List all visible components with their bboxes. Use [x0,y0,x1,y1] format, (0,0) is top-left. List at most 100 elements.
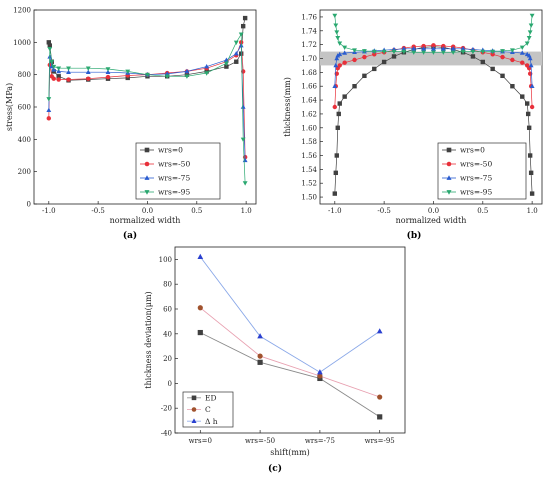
data-point [336,111,341,117]
y-tick-label: 200 [18,168,31,176]
y-tick-label: 600 [18,104,31,112]
data-point [520,94,525,99]
legend-marker [446,175,452,180]
x-tick-label: 0.5 [191,207,202,215]
data-point [105,74,111,80]
chart-panel-a: 0 200 400 600 800 1000 1200 -1.0 -0.5 0.0 0.5 1.0 no… [5,7,257,241]
y-tick-label: 800 [18,71,31,79]
data-point [337,51,343,57]
data-point [441,43,446,49]
legend-marker [144,175,150,180]
data-point [520,60,525,65]
data-point [204,71,210,76]
data-point [125,75,130,81]
data-point [334,153,339,158]
x-tick-label: -1.0 [328,207,342,215]
data-point [51,64,57,70]
y-axis-label: thickness deviation(μm) [144,291,153,388]
y-tick-label: 1.72 [301,41,317,49]
data-point [47,43,52,48]
data-point [105,67,111,72]
data-point [164,71,170,76]
data-point [525,111,531,117]
data-point [362,54,367,60]
data-point [333,23,339,28]
x-axis-label: normalized width [110,216,181,225]
x-axis-label: normalized width [396,216,467,225]
data-point [377,394,383,400]
data-point [46,40,51,45]
data-point [401,46,407,51]
data-point [197,305,203,311]
panel-label: (a) [123,230,137,241]
data-point [529,83,535,88]
legend-label: wrs=-95 [158,188,190,197]
data-point [490,49,496,55]
data-point [526,125,532,130]
data-point [317,369,323,375]
legend-marker [144,161,150,167]
y-tick-label: 1000 [13,39,31,47]
x-tick-label: 0.5 [477,207,488,215]
legend-label: wrs=-75 [460,174,492,183]
data-point [56,74,61,79]
data-point [362,73,367,79]
data-point [528,23,534,28]
series-line [200,332,380,418]
x-tick-label: 0.0 [142,207,153,215]
data-point [56,68,62,74]
data-point [527,55,533,61]
data-point [342,50,348,55]
data-point [510,84,515,89]
data-point [46,107,52,112]
data-point [470,54,476,59]
data-point [164,74,170,79]
data-point [240,137,246,142]
legend-label: C [205,405,211,414]
legend-marker [446,147,452,153]
y-tick-label: 1.56 [301,152,317,160]
y-tick-label: 1.74 [301,27,317,35]
data-point [490,66,495,72]
y-tick-label: 100 [159,256,172,264]
data-point [440,50,446,55]
data-point [337,63,342,68]
data-point [361,49,367,54]
data-point [223,61,229,66]
data-point [480,59,485,65]
data-point [47,47,53,52]
data-point [377,414,383,420]
y-tick-label: 1.58 [301,138,317,146]
y-tick-label: 1200 [13,7,31,15]
panel-label: (b) [407,230,422,241]
data-point [450,50,456,55]
data-point [527,153,533,158]
y-tick-label: 20 [163,355,172,363]
data-point [334,55,340,61]
y-tick-label: 1.62 [301,110,317,118]
data-point [421,50,427,55]
data-point [257,359,263,365]
data-point [257,353,263,359]
x-tick-label: wrs=-50 [245,437,275,445]
data-point [337,41,343,46]
y-tick-label: 1.60 [301,124,317,132]
legend-box [135,142,221,200]
data-point [342,45,348,51]
data-point [238,32,244,37]
data-point [527,30,533,35]
data-point [145,72,150,78]
data-point [85,69,91,75]
data-point [391,54,397,59]
data-point [509,48,515,53]
data-point [125,69,131,75]
legend-marker [144,147,150,153]
y-tick-label: 40 [163,330,172,338]
data-point [528,62,534,68]
y-tick-label: 80 [163,281,172,289]
data-point [431,43,436,48]
y-axis-label: stress(MPa) [5,83,14,131]
data-point [66,77,71,82]
data-point [421,46,427,51]
